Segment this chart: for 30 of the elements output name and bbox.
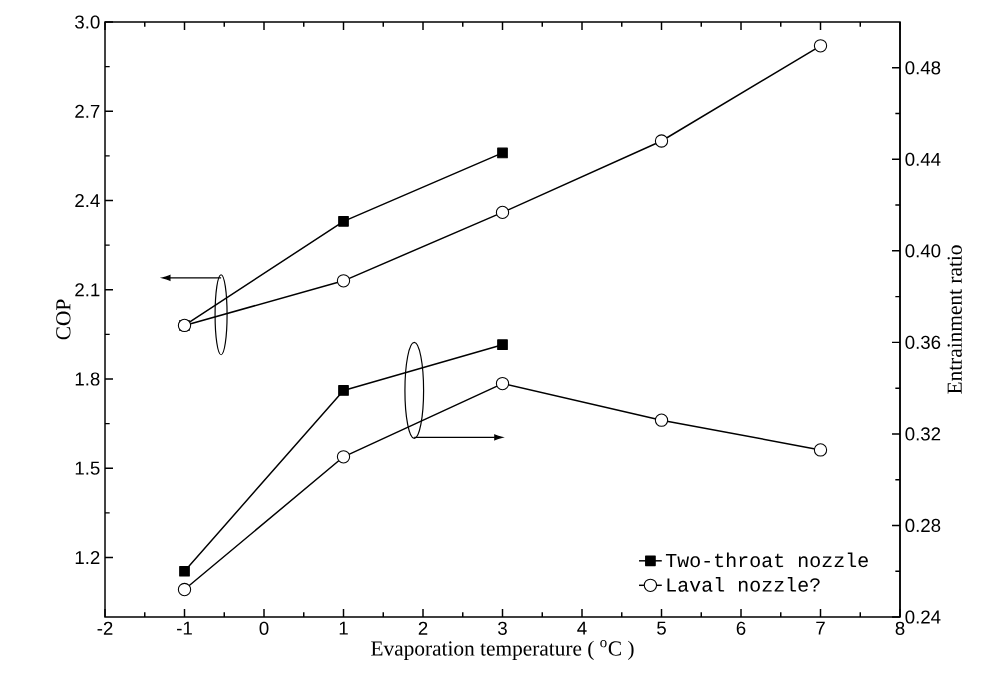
y2-tick-label: 0.32 [905, 427, 941, 441]
y2-tick-label: 0.48 [905, 61, 941, 75]
y2-tick-label: 0.36 [905, 335, 941, 349]
y-axis-title: COP [56, 299, 71, 340]
y2-axis-title: Entrainment ratio [947, 245, 962, 394]
x-tick-label: 4 [577, 621, 587, 635]
y-tick-label: 2.1 [75, 283, 100, 297]
y-tick-label: 1.8 [75, 372, 100, 386]
y2-tick-label: 0.24 [905, 610, 941, 624]
x-tick-label: 5 [657, 621, 666, 635]
legend-label: Two-throat nozzle [665, 552, 868, 568]
y-tick-label: 2.7 [75, 104, 100, 118]
legend-label: Laval nozzle? [667, 577, 820, 592]
x-tick-label: -2 [97, 621, 113, 635]
x-axis-title: Evaporation temperature ( $^{o}$C ) [371, 640, 634, 661]
x-tick-label: 1 [339, 621, 348, 635]
y2-tick-label: 0.44 [905, 152, 941, 166]
x-tick-label: 8 [895, 621, 905, 635]
y-tick-label: 1.2 [75, 550, 100, 565]
y-tick-label: 2.4 [75, 193, 100, 208]
x-tick-label: 7 [816, 621, 825, 635]
x-tick-label: 6 [736, 621, 746, 635]
y-tick-label: 3.0 [75, 15, 100, 29]
x-tick-label: 2 [418, 621, 428, 635]
y2-tick-label: 0.28 [905, 518, 941, 533]
x-tick-label: 3 [498, 621, 507, 635]
y-tick-label: 1.5 [75, 461, 100, 475]
x-tick-label: 0 [259, 621, 269, 635]
y2-tick-label: 0.40 [905, 244, 941, 258]
x-tick-label: -1 [177, 621, 192, 635]
